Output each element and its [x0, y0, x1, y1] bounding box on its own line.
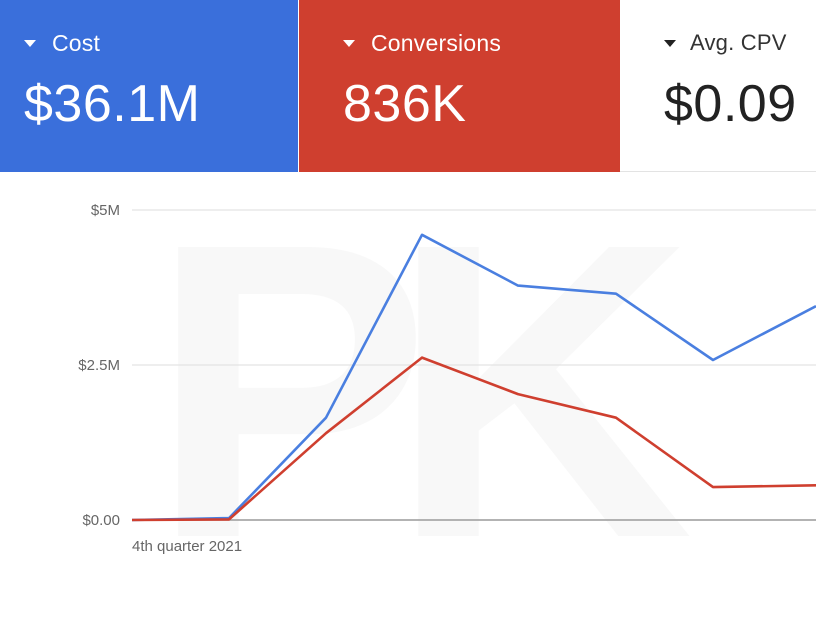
metric-card-avg-cpv[interactable]: Avg. CPV $0.09 — [620, 0, 816, 172]
y-tick-label: $2.5M — [78, 357, 120, 374]
dropdown-caret-icon[interactable] — [664, 40, 676, 47]
metric-label-conversions: Conversions — [371, 30, 502, 56]
series-line-0 — [131, 233, 816, 522]
metric-value-conversions: 836K — [343, 75, 467, 133]
metric-card-conversions[interactable]: Conversions 836K — [299, 0, 620, 172]
metric-value-avg-cpv: $0.09 — [664, 75, 797, 133]
line-chart-svg: $5M $2.5M $0.00 4th quarter 2021 — [78, 202, 816, 555]
performance-chart: $5M $2.5M $0.00 4th quarter 2021 — [0, 172, 816, 571]
y-tick-label: $5M — [91, 202, 120, 219]
metric-label-avg-cpv: Avg. CPV — [690, 30, 787, 55]
metric-label-cost: Cost — [52, 30, 101, 56]
dropdown-caret-icon[interactable] — [343, 40, 355, 47]
series-line-1 — [131, 356, 816, 522]
x-tick-label: 4th quarter 2021 — [132, 538, 242, 555]
y-tick-label: $0.00 — [82, 512, 120, 529]
metric-card-cost[interactable]: Cost $36.1M — [0, 0, 298, 172]
metric-value-cost: $36.1M — [24, 75, 201, 133]
metric-cards: Cost $36.1M Conversions 836K Avg. CPV $0… — [0, 0, 816, 172]
dropdown-caret-icon[interactable] — [24, 40, 36, 47]
